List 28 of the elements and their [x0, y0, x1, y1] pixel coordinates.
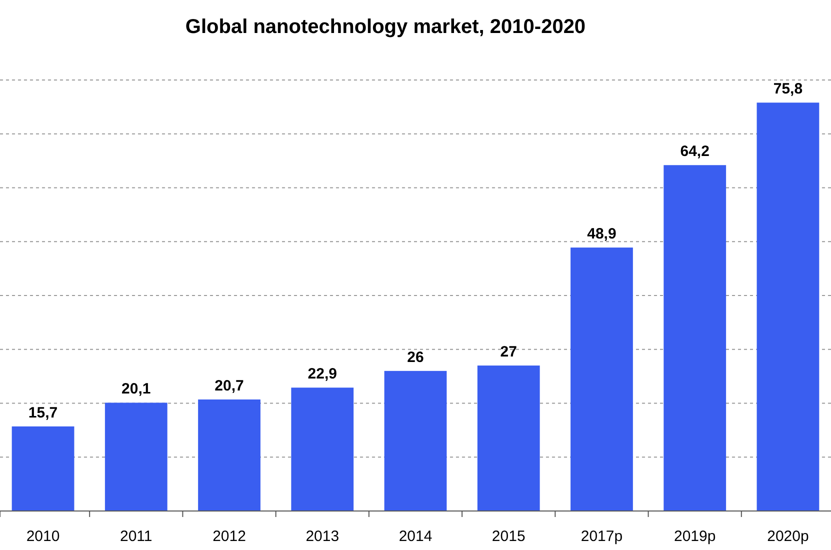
bar: [12, 426, 74, 511]
bar: [198, 399, 260, 511]
x-tick-label: 2014: [398, 528, 432, 545]
chart-title: Global nanotechnology market, 2010-2020: [185, 16, 586, 38]
x-tick-label: 2020p: [767, 528, 809, 545]
data-label: 15,7: [28, 404, 58, 422]
bar: [104, 402, 168, 511]
data-label: 22,9: [308, 366, 337, 383]
data-label: 20,7: [214, 377, 244, 394]
data-label: 75,8: [773, 80, 803, 98]
bar: [291, 388, 354, 511]
data-label: 26: [407, 348, 424, 366]
bar: [570, 248, 633, 511]
x-tick-label: 2017p: [580, 528, 623, 545]
x-tick-label: 2010: [26, 528, 60, 545]
x-tick-label: 2012: [212, 528, 246, 545]
data-label: 48,9: [587, 226, 616, 243]
x-tick-label: 2015: [492, 528, 526, 545]
x-tick-label: 2011: [120, 528, 152, 545]
data-label: 64,2: [680, 143, 710, 160]
x-tick-label: 2013: [306, 528, 340, 545]
bar: [664, 165, 726, 511]
bar: [384, 370, 447, 511]
data-label: 20,1: [122, 380, 151, 398]
bar: [756, 102, 820, 511]
data-label: 27: [500, 344, 517, 361]
x-tick-label: 2019p: [674, 528, 716, 545]
bar: [477, 366, 540, 511]
